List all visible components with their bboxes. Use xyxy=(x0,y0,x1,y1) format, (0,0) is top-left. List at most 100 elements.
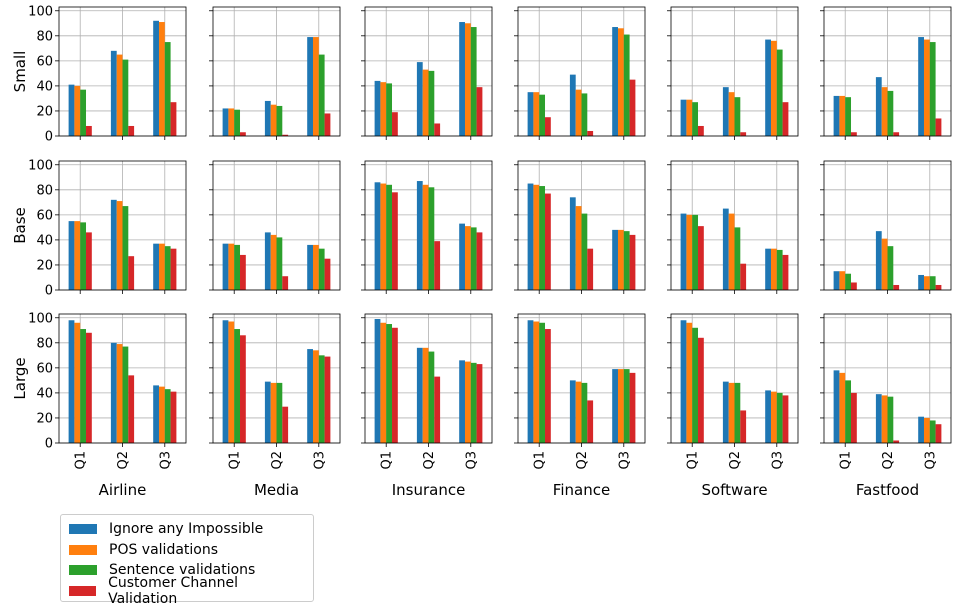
y-tick-label: 100 xyxy=(28,311,53,326)
x-tick-label: Q3 xyxy=(617,451,632,470)
bar xyxy=(686,214,693,290)
bar xyxy=(845,380,852,443)
bar xyxy=(918,274,924,290)
bar xyxy=(533,321,540,443)
bar xyxy=(770,248,777,290)
bar xyxy=(318,54,325,136)
bar xyxy=(240,335,246,443)
x-tick-label: Q1 xyxy=(533,451,548,470)
bar xyxy=(686,322,693,443)
legend-swatch xyxy=(69,565,97,576)
bar xyxy=(428,351,435,443)
bar xyxy=(476,87,483,136)
bar xyxy=(386,324,393,443)
bar xyxy=(770,40,777,136)
legend-swatch xyxy=(69,544,97,555)
y-tick-label: 60 xyxy=(36,208,53,223)
bar xyxy=(324,356,331,443)
bar xyxy=(374,80,381,136)
bar xyxy=(318,355,325,443)
bar xyxy=(851,392,857,443)
bar xyxy=(881,238,888,290)
legend-swatch xyxy=(69,524,97,535)
bar xyxy=(416,181,423,290)
legend: Ignore any Impossible POS validations Se… xyxy=(60,514,314,607)
y-tick-label: 0 xyxy=(45,437,53,452)
bar xyxy=(122,346,129,443)
bar xyxy=(74,85,81,136)
row-label: Base xyxy=(11,207,29,244)
bar xyxy=(434,376,441,443)
bar xyxy=(80,329,87,443)
bar xyxy=(74,322,81,443)
bar xyxy=(776,392,783,443)
bar xyxy=(527,183,534,290)
bar xyxy=(276,105,283,136)
bar xyxy=(765,39,771,136)
bar xyxy=(680,213,687,290)
bar xyxy=(734,382,741,443)
bar xyxy=(629,79,636,136)
bar xyxy=(158,243,165,290)
bar xyxy=(170,248,177,290)
bar xyxy=(470,227,477,290)
bar xyxy=(692,327,699,443)
column-label: Airline xyxy=(99,481,147,499)
bar xyxy=(228,108,235,136)
legend-label: Sentence validations xyxy=(109,562,256,579)
bar xyxy=(833,95,840,136)
y-tick-label: 80 xyxy=(36,29,53,44)
bar xyxy=(228,321,235,443)
bar xyxy=(312,244,319,290)
x-tick-label: Q2 xyxy=(116,451,131,470)
bar xyxy=(153,20,159,136)
bar xyxy=(276,237,283,290)
legend-label: Customer Channel Validation xyxy=(108,574,239,607)
bar xyxy=(312,37,319,136)
bar xyxy=(617,229,624,290)
bar xyxy=(569,380,576,443)
bar xyxy=(110,50,117,137)
bar xyxy=(240,132,246,136)
row-label: Small xyxy=(11,51,29,93)
bar xyxy=(533,92,540,136)
bar xyxy=(158,22,165,136)
bar xyxy=(264,100,271,136)
bar xyxy=(929,276,936,290)
bar xyxy=(312,350,319,443)
column-label: Insurance xyxy=(392,481,466,499)
bar xyxy=(270,234,277,290)
legend-swatch xyxy=(69,585,97,596)
x-tick-label: Q3 xyxy=(158,451,173,470)
bar xyxy=(68,221,75,290)
bar xyxy=(470,362,477,443)
bar xyxy=(164,42,171,136)
bar xyxy=(612,229,618,290)
column-label: Media xyxy=(254,481,299,499)
bar xyxy=(918,37,924,136)
bar xyxy=(575,206,582,290)
bar xyxy=(875,394,882,443)
bar xyxy=(692,214,699,290)
bar xyxy=(845,273,852,290)
bar xyxy=(374,182,381,290)
bar xyxy=(770,391,777,443)
bar xyxy=(728,382,735,443)
bar xyxy=(893,132,900,136)
bar xyxy=(893,440,900,443)
y-tick-label: 40 xyxy=(36,79,53,94)
y-tick-label: 0 xyxy=(45,130,53,145)
bar xyxy=(923,276,930,290)
bar xyxy=(527,320,534,443)
y-tick-label: 80 xyxy=(36,336,53,351)
bar xyxy=(569,197,576,290)
bar xyxy=(470,27,477,137)
bar xyxy=(575,381,582,443)
bar xyxy=(680,99,687,136)
bar xyxy=(887,246,894,290)
bar xyxy=(464,361,471,443)
bar xyxy=(545,329,551,443)
bar xyxy=(782,254,789,290)
bar xyxy=(527,92,534,136)
y-tick-label: 100 xyxy=(28,158,53,173)
